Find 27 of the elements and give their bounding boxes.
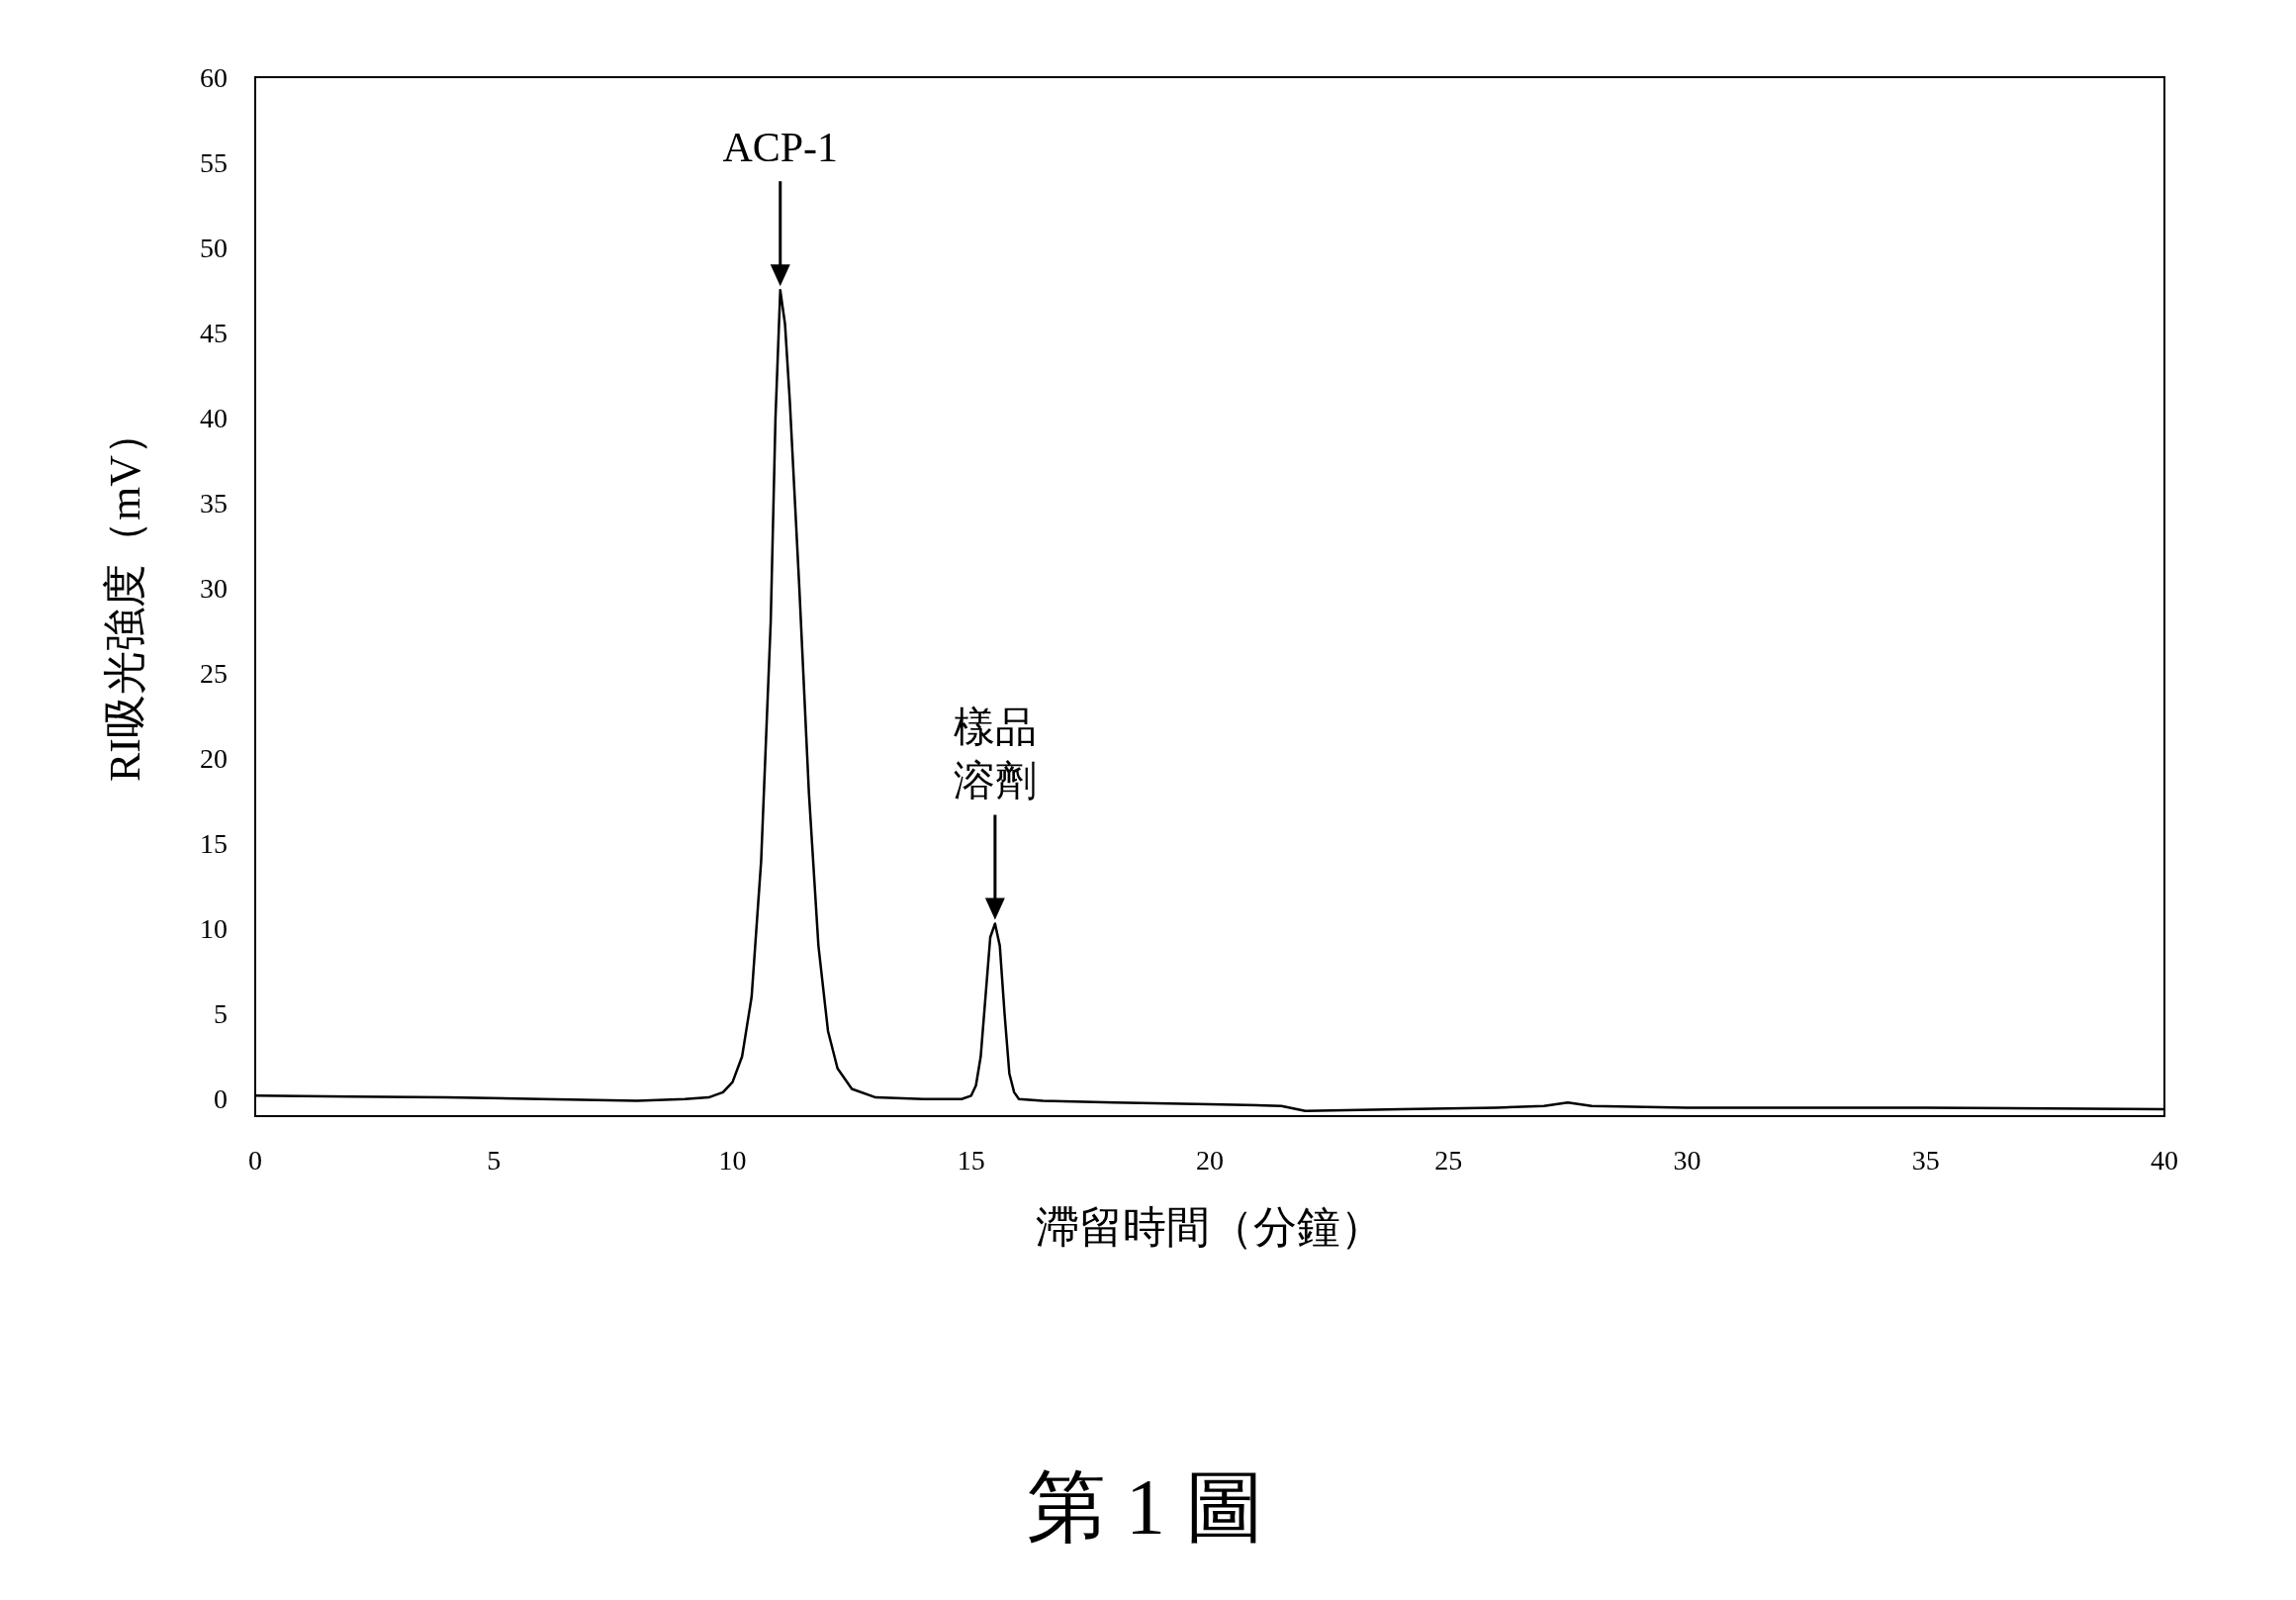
y-tick-label: 40 — [200, 402, 228, 433]
y-tick-label: 5 — [214, 998, 228, 1030]
y-tick-label: 0 — [214, 1083, 228, 1115]
annotation: ACP-1 — [722, 125, 839, 171]
y-tick-label: 25 — [200, 657, 228, 689]
x-tick-label: 15 — [957, 1144, 985, 1176]
y-tick-label: 30 — [200, 572, 228, 604]
x-tick-label: 30 — [1673, 1144, 1701, 1176]
y-tick-label: 20 — [200, 743, 228, 775]
y-tick-label: 35 — [200, 487, 228, 518]
x-axis-title: 滯留時間（分鐘） — [1036, 1202, 1384, 1252]
annotation: 樣品溶劑 — [953, 705, 1037, 804]
y-tick-label: 45 — [200, 317, 228, 348]
x-tick-label: 20 — [1196, 1144, 1224, 1176]
x-tick-label: 25 — [1434, 1144, 1463, 1176]
x-tick-label: 40 — [2151, 1144, 2178, 1176]
y-tick-label: 10 — [200, 913, 228, 945]
y-tick-label: 15 — [200, 828, 228, 860]
y-tick-label: 50 — [200, 232, 228, 263]
y-axis-title: RI吸光強度（mV） — [100, 412, 149, 782]
y-tick-label: 60 — [200, 61, 228, 93]
x-tick-label: 35 — [1911, 1144, 1940, 1176]
y-tick-label: 55 — [200, 146, 228, 178]
text: 第 1 圖 — [1027, 1463, 1264, 1551]
x-tick-label: 0 — [248, 1144, 262, 1176]
x-tick-label: 5 — [487, 1144, 502, 1176]
x-tick-label: 10 — [718, 1144, 747, 1176]
